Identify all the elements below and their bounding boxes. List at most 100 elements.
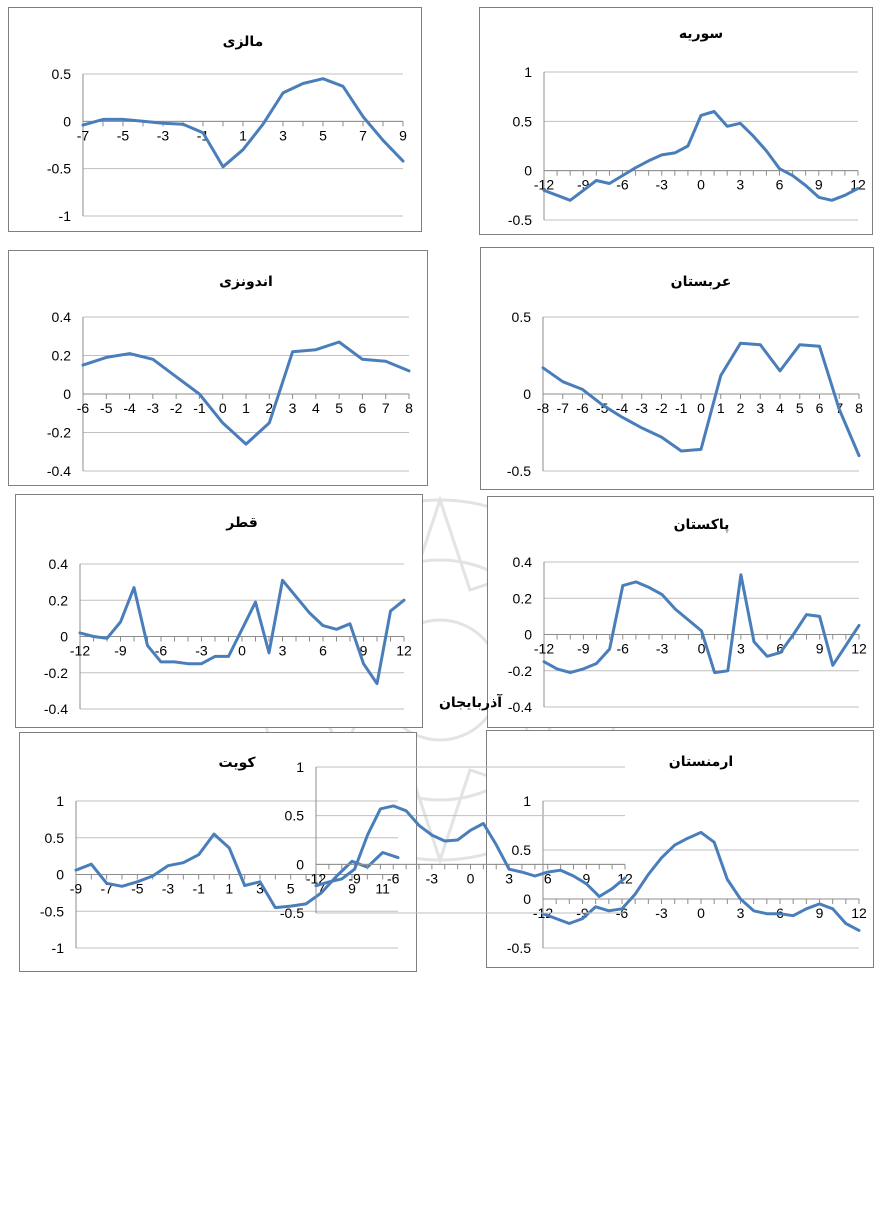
y-tick-label: -0.2	[47, 425, 71, 441]
y-tick-label: 0.2	[49, 592, 69, 608]
x-tick-label: 2	[737, 400, 745, 416]
x-tick-label: -4	[616, 400, 629, 416]
x-tick-label: 9	[399, 127, 407, 143]
x-tick-label: -5	[131, 881, 144, 897]
x-tick-label: 6	[544, 870, 552, 886]
chart-syria: سوریه -0.5 0 0.5 1 -12 -9 -6 -3 0 3 6 9 12	[479, 7, 873, 235]
chart-title: آذربایجان	[439, 693, 503, 711]
chart-qatar: قطر -0.4 -0.2 0 0.2 0.4 -12 -9 -6 -3 0 3 6 9 12	[15, 494, 423, 728]
x-tick-label: 3	[289, 400, 297, 416]
y-tick-label: 0.5	[45, 830, 65, 846]
y-tick-label: -0.2	[44, 665, 68, 681]
y-tick-label: 0	[524, 163, 532, 179]
x-tick-label: -3	[655, 905, 668, 921]
x-tick-label: -6	[387, 870, 400, 886]
x-tick-label: 2	[265, 400, 273, 416]
x-tick-label: 3	[279, 127, 287, 143]
y-tick-label: 1	[296, 759, 304, 775]
y-tick-label: 0.5	[285, 808, 305, 824]
x-tick-label: -2	[655, 400, 668, 416]
x-tick-label: -12	[70, 643, 90, 659]
chart-title: عربستان	[671, 274, 732, 290]
x-tick-label: 6	[816, 400, 824, 416]
x-tick-label: 6	[776, 177, 784, 193]
y-tick-label: -0.5	[280, 905, 304, 921]
x-tick-label: -6	[576, 400, 589, 416]
x-tick-label: 3	[256, 881, 264, 897]
chart-svg: ارمنستان-0.500.51-12 -9 -6 -3 0 3 6 9 12	[507, 754, 867, 956]
x-tick-label: 3	[756, 400, 764, 416]
chart-title: قطر	[225, 515, 258, 531]
x-tick-label: 1	[239, 127, 247, 143]
x-tick-label: 1	[225, 881, 233, 897]
y-tick-label: -0.5	[40, 903, 64, 919]
x-tick-label: -2	[170, 400, 183, 416]
x-tick-label: 1	[242, 400, 250, 416]
x-tick-label: -12	[306, 870, 326, 886]
x-tick-label: -7	[557, 400, 570, 416]
x-tick-label: 3	[737, 641, 745, 657]
x-tick-label: 0	[697, 905, 705, 921]
y-tick-label: 0.4	[513, 554, 533, 570]
x-tick-label: 4	[312, 400, 320, 416]
x-tick-label: 0	[697, 400, 705, 416]
series-line	[542, 573, 861, 675]
chart-title: ارمنستان	[669, 754, 733, 770]
y-tick-label: -0.5	[507, 940, 531, 956]
chart-title: کویت	[219, 755, 257, 771]
x-tick-label: 0	[697, 177, 705, 193]
x-tick-label: -5	[100, 400, 113, 416]
x-tick-label: -6	[617, 641, 630, 657]
x-tick-label: -1	[675, 400, 688, 416]
x-tick-label: 11	[375, 881, 390, 897]
x-tick-label: -9	[70, 881, 83, 897]
x-tick-label: -6	[155, 643, 168, 659]
x-tick-label: -1	[193, 400, 206, 416]
chart-title: اندونزی	[219, 274, 273, 290]
x-tick-label: -8	[537, 400, 550, 416]
x-tick-label: 5	[319, 127, 327, 143]
y-tick-label: 0	[63, 113, 71, 129]
chart-title: مالزی	[223, 34, 264, 50]
series-line	[314, 804, 627, 898]
x-tick-label: -12	[534, 641, 554, 657]
y-tick-label: -0.5	[47, 161, 71, 177]
x-tick-label: 6	[776, 641, 784, 657]
chart-azerbaijan: آذربایجان -0.5 0 0.5 1 -12 -9 -6 -3 0 3 6 9 12	[248, 685, 655, 1218]
y-tick-label: 0.4	[52, 309, 72, 325]
x-tick-label: 12	[850, 177, 866, 193]
chart-saudi-arabia: عربستان -0.5 0 0.5 -8 -7 -6 -5 -4 -3 -2 -1 0 1 2 3 4 5 6 7 8	[480, 247, 874, 490]
x-tick-label: 9	[815, 177, 823, 193]
series-line	[74, 832, 400, 910]
x-tick-label: -12	[534, 177, 554, 193]
x-tick-label: 3	[737, 905, 745, 921]
x-tick-label: 5	[287, 881, 295, 897]
series-line	[541, 830, 861, 932]
x-tick-label: -3	[426, 870, 439, 886]
chart-svg: اندونزی-0.4-0.200.20.4-6 -5 -4 -3 -2 -1 0 1 2 3 4 5…	[47, 274, 413, 479]
y-tick-label: -0.4	[44, 701, 68, 717]
x-tick-label: 5	[796, 400, 804, 416]
x-tick-label: -5	[117, 127, 130, 143]
x-tick-label: 7	[317, 881, 325, 897]
y-tick-label: 0	[63, 386, 71, 402]
chart-svg: سوریه-0.500.51-12 -9 -6 -3 0 3 6 9 12	[508, 26, 866, 228]
y-tick-label: -1	[59, 208, 72, 224]
x-tick-label: 0	[467, 870, 475, 886]
x-tick-label: 5	[335, 400, 343, 416]
y-tick-label: 0.4	[49, 556, 69, 572]
y-tick-label: 0	[523, 386, 531, 402]
x-tick-label: -1	[192, 881, 205, 897]
x-tick-label: -7	[77, 127, 90, 143]
chart-title: پاکستان	[674, 517, 730, 533]
x-tick-label: 12	[851, 905, 867, 921]
chart-indonesia: اندونزی -0.4 -0.2 0 0.2 0.4 -6 -5 -4 -3 -2 -1 0 1 2 3 4 5…	[8, 250, 428, 486]
x-tick-label: 6	[319, 643, 327, 659]
x-tick-label: 3	[279, 643, 287, 659]
y-tick-label: 0.5	[52, 66, 72, 82]
chart-svg: پاکستان -0.4 -0.2 0 0.2 0.4 -12 -9 -6 -3 0 3 6 9 12	[508, 517, 867, 715]
chart-svg: آذربایجان-0.500.51-12 -9 -6 -3 0 3 6 9 12	[280, 693, 633, 921]
x-tick-label: 0	[219, 400, 227, 416]
x-tick-label: -4	[123, 400, 136, 416]
y-tick-label: 0.2	[52, 348, 72, 364]
